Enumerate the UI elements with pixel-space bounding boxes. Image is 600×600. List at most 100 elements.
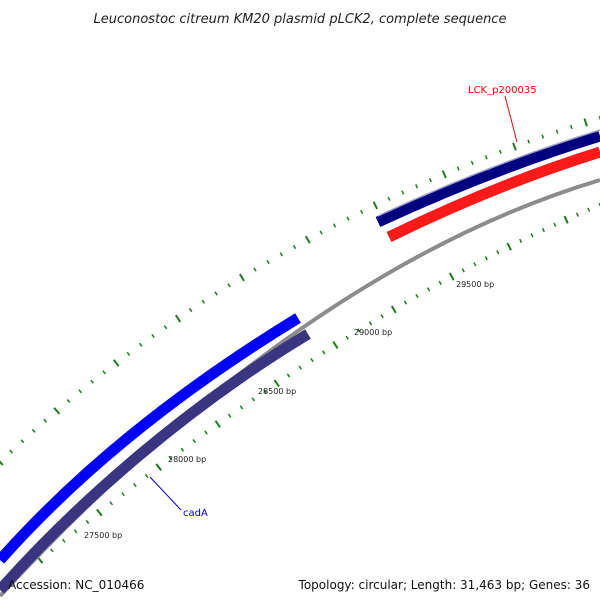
outer-ring-tick — [266, 259, 270, 265]
topology-summary: Topology: circular; Length: 31,463 bp; G… — [298, 578, 590, 592]
outer-ring-tick — [78, 389, 83, 394]
map-title: Leuconostoc citreum KM20 plasmid pLCK2, … — [94, 12, 507, 27]
outer-ring-tick — [527, 139, 531, 144]
inner-ring-tick — [214, 420, 221, 428]
outer-ring-tick — [360, 209, 364, 215]
inner-tick-ring — [36, 202, 600, 564]
inner-ring-tick — [96, 508, 103, 517]
outer-ring-tick — [569, 124, 573, 130]
outer-ring-tick — [305, 235, 311, 244]
outer-ring-tick — [333, 223, 337, 228]
inner-ring-tick — [145, 474, 149, 479]
inner-ring-tick — [227, 413, 232, 418]
outer-ring-tick — [20, 439, 25, 444]
inner-ring-tick — [403, 300, 408, 305]
outer-ring-tick — [102, 370, 106, 375]
inner-ring-tick — [496, 250, 500, 255]
outer-ring-tick — [456, 166, 460, 171]
inner-ring-tick — [563, 215, 569, 224]
gene-cada-forward[interactable] — [0, 313, 301, 564]
gene-label-lck-p200035[interactable]: LCK_p200035 — [468, 85, 537, 96]
outer-ring-tick — [188, 307, 193, 313]
outer-ring-tick — [555, 129, 559, 134]
inner-ring-tick — [121, 492, 125, 497]
tick-label-28500: 28500 bp — [258, 387, 296, 396]
outer-ring-tick — [387, 196, 391, 201]
outer-ring-tick — [583, 118, 588, 127]
inner-ring-tick — [109, 501, 114, 506]
outer-ring-tick — [53, 407, 61, 415]
outer-ring-tick — [214, 291, 218, 296]
inner-ring-tick — [368, 321, 373, 326]
gene-lck-p200035-forward-edge — [377, 129, 600, 217]
inner-ring-tick — [73, 529, 78, 534]
inner-ring-tick — [332, 341, 339, 349]
outer-ring-tick — [227, 283, 231, 288]
gene-lck-p200035-reverse[interactable] — [386, 146, 600, 242]
outer-ring-tick — [428, 178, 432, 183]
inner-ring-tick — [357, 328, 361, 333]
outer-ring-tick — [441, 170, 447, 179]
inner-ring-tick — [426, 287, 431, 292]
inner-ring-tick — [598, 202, 600, 207]
outer-ring-tick — [372, 201, 378, 210]
inner-ring-tick — [61, 538, 66, 543]
inner-ring-tick — [85, 519, 90, 524]
outer-ring-tick — [319, 230, 323, 235]
tick-label-28000: 28000 bp — [168, 455, 206, 464]
outer-ring-tick — [163, 325, 168, 330]
inner-ring-tick — [155, 463, 162, 471]
outer-ring-tick — [498, 149, 502, 155]
outer-ring-tick — [151, 333, 155, 339]
tick-label-27500: 27500 bp — [84, 531, 122, 540]
inner-ring-tick — [298, 365, 303, 370]
inner-ring-tick — [322, 350, 326, 355]
outer-ring-tick — [174, 314, 182, 323]
inner-ring-tick — [575, 212, 579, 217]
inner-ring-tick — [133, 483, 137, 488]
inner-ring-tick — [204, 430, 208, 435]
outer-ring-tick — [239, 273, 245, 282]
outer-ring-tick — [415, 184, 419, 189]
inner-ring-tick — [345, 335, 349, 340]
inner-ring-tick — [239, 405, 244, 410]
outer-ring-tick — [346, 216, 350, 221]
gene-label-leader-cada — [149, 476, 182, 511]
inner-ring-tick — [506, 242, 512, 251]
inner-ring-tick — [390, 305, 397, 314]
outer-tick-ring — [0, 115, 600, 466]
outer-ring-tick — [9, 449, 14, 454]
inner-ring-tick — [541, 227, 545, 233]
outer-ring-tick — [470, 160, 474, 165]
outer-ring-tick — [484, 155, 488, 160]
inner-ring-tick — [50, 548, 54, 553]
outer-ring-tick — [43, 418, 48, 423]
gene-label-cada[interactable]: cadA — [183, 508, 208, 519]
inner-ring-tick — [192, 438, 197, 444]
inner-ring-tick — [286, 373, 291, 378]
inner-ring-tick — [448, 272, 455, 281]
outer-ring-tick — [66, 399, 71, 403]
accession-text: Accession: NC_010466 — [8, 578, 145, 592]
outer-ring-tick — [512, 142, 517, 151]
inner-ring-tick — [251, 397, 256, 402]
outer-ring-tick — [126, 351, 131, 356]
inner-ring-tick — [473, 262, 477, 267]
inner-ring-tick — [168, 456, 173, 461]
outer-ring-tick — [90, 379, 94, 384]
outer-ring-tick — [138, 342, 143, 347]
gene-label-leader-lck — [504, 95, 518, 143]
outer-ring-tick — [292, 244, 297, 250]
outer-ring-tick — [113, 359, 120, 367]
outer-ring-tick — [201, 299, 206, 304]
inner-ring-tick — [415, 293, 419, 299]
outer-ring-tick — [401, 190, 405, 195]
inner-ring-tick — [438, 280, 442, 285]
outer-ring-tick — [31, 428, 36, 433]
gene-cada-reverse[interactable] — [0, 329, 311, 594]
outer-ring-tick — [279, 252, 283, 257]
gene-lck-p200035-forward[interactable] — [375, 130, 600, 227]
inner-ring-tick — [530, 233, 534, 238]
